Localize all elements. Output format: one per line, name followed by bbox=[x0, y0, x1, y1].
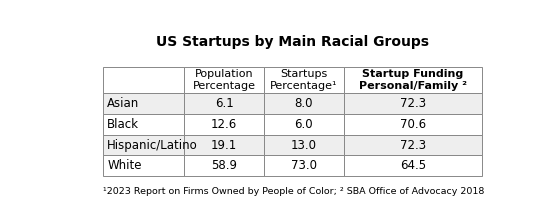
Text: 72.3: 72.3 bbox=[400, 97, 426, 110]
Text: 72.3: 72.3 bbox=[400, 139, 426, 152]
Bar bbox=[184, 135, 264, 155]
Text: White: White bbox=[107, 159, 141, 172]
Text: 13.0: 13.0 bbox=[291, 139, 317, 152]
Text: Startups
Percentage¹: Startups Percentage¹ bbox=[270, 69, 338, 91]
Bar bbox=[184, 67, 264, 93]
Text: Hispanic/Latino: Hispanic/Latino bbox=[107, 139, 198, 152]
Text: US Startups by Main Racial Groups: US Startups by Main Racial Groups bbox=[156, 35, 429, 50]
Bar bbox=[103, 155, 184, 176]
Bar bbox=[264, 114, 344, 135]
Bar bbox=[344, 155, 482, 176]
Text: 58.9: 58.9 bbox=[211, 159, 237, 172]
Text: 8.0: 8.0 bbox=[295, 97, 313, 110]
Text: Population
Percentage: Population Percentage bbox=[192, 69, 256, 91]
Bar bbox=[103, 135, 184, 155]
Bar bbox=[264, 135, 344, 155]
Text: 70.6: 70.6 bbox=[400, 118, 426, 131]
Text: Startup Funding
Personal/Family ²: Startup Funding Personal/Family ² bbox=[359, 69, 467, 91]
Bar bbox=[184, 93, 264, 114]
Bar bbox=[184, 155, 264, 176]
Bar bbox=[103, 93, 184, 114]
Bar bbox=[264, 67, 344, 93]
Bar bbox=[344, 67, 482, 93]
Text: 6.1: 6.1 bbox=[215, 97, 234, 110]
Bar bbox=[344, 135, 482, 155]
Text: 6.0: 6.0 bbox=[295, 118, 313, 131]
Bar bbox=[103, 114, 184, 135]
Bar bbox=[103, 67, 184, 93]
Text: 73.0: 73.0 bbox=[291, 159, 317, 172]
Text: 19.1: 19.1 bbox=[211, 139, 238, 152]
Text: Black: Black bbox=[107, 118, 139, 131]
Bar bbox=[184, 114, 264, 135]
Bar bbox=[344, 93, 482, 114]
Text: 12.6: 12.6 bbox=[211, 118, 238, 131]
Text: Asian: Asian bbox=[107, 97, 139, 110]
Bar bbox=[264, 155, 344, 176]
Text: 64.5: 64.5 bbox=[400, 159, 426, 172]
Text: ¹2023 Report on Firms Owned by People of Color; ² SBA Office of Advocacy 2018: ¹2023 Report on Firms Owned by People of… bbox=[103, 187, 484, 196]
Bar bbox=[344, 114, 482, 135]
Bar bbox=[264, 93, 344, 114]
